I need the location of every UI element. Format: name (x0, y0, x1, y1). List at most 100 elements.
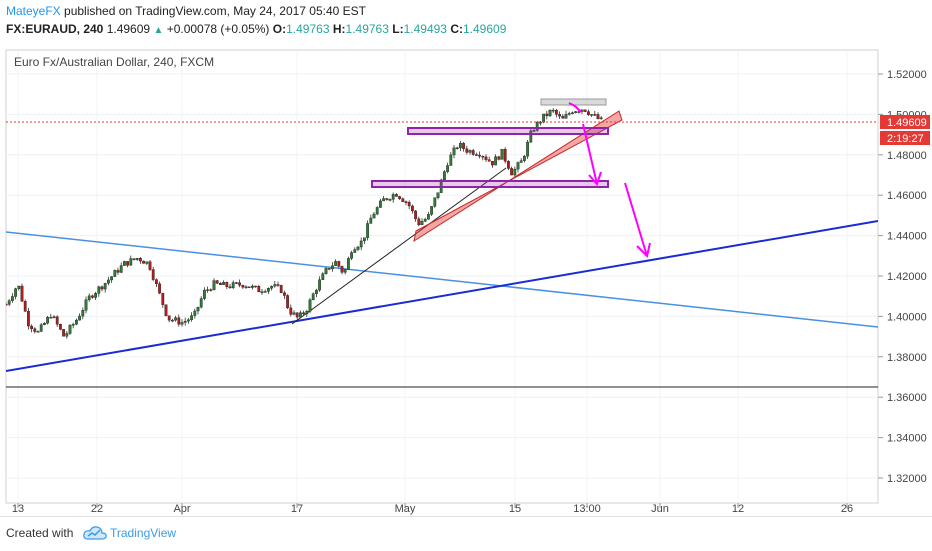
candle-down (241, 285, 245, 288)
chart-header: MateyeFX published on TradingView.com, M… (0, 0, 932, 44)
descending-trendline[interactable] (6, 231, 878, 328)
candle-down (455, 147, 459, 150)
candle-up (532, 130, 536, 132)
candle-down (177, 317, 181, 325)
time-axis[interactable]: 13 22 Apr 17 May 15 13:00 Jun 12 26 (12, 503, 853, 515)
candle-down (225, 282, 229, 287)
candle-up (548, 109, 552, 117)
x-tick-label: Jun (651, 503, 669, 515)
candle-up (174, 317, 177, 321)
candle-down (167, 315, 171, 321)
candle-down (417, 218, 421, 225)
top-zone[interactable] (540, 98, 607, 106)
candle-up (420, 221, 424, 225)
candle-up (106, 279, 110, 284)
candle-up (459, 143, 462, 149)
candle-down (209, 289, 213, 291)
arrow-shaft-2 (624, 182, 648, 257)
candle-up (222, 282, 225, 286)
candle-up (110, 276, 114, 281)
candle-up (564, 114, 568, 119)
close-value: 1.49609 (463, 22, 507, 36)
candle-up (500, 149, 504, 160)
candle-up (372, 213, 376, 219)
rising-wedge-channel[interactable] (413, 110, 623, 243)
candle-down (404, 201, 408, 203)
candle-down (257, 286, 261, 293)
candle-down (59, 324, 62, 330)
candle-up (331, 265, 334, 270)
candle-down (503, 149, 507, 162)
candle-down (286, 295, 289, 309)
candle-up (513, 168, 517, 176)
close-label: C: (450, 22, 463, 36)
candle-down (471, 150, 475, 155)
candle-up (433, 197, 437, 207)
ascending-support-line[interactable] (6, 220, 878, 372)
candle-down (234, 282, 238, 284)
candle-up (363, 237, 366, 242)
candle-down (583, 109, 587, 112)
candle-down (218, 283, 222, 286)
candle-up (97, 286, 101, 294)
y-tick-label: 1.34000 (887, 433, 927, 445)
candle-down (49, 317, 53, 319)
up-triangle-icon: ▲ (153, 25, 164, 36)
candle-up (263, 291, 267, 293)
candle-down (475, 154, 478, 156)
candle-up (180, 322, 184, 325)
candle-up (193, 310, 197, 316)
thin-trendline[interactable] (291, 167, 507, 325)
candle-down (484, 156, 488, 160)
candle-up (94, 293, 98, 298)
candle-up (270, 286, 273, 289)
low-value: 1.49493 (403, 22, 447, 36)
candle-up (366, 223, 369, 238)
candle-down (395, 194, 398, 197)
author-link[interactable]: MateyeFX (6, 4, 61, 18)
candle-down (398, 196, 401, 199)
chart-title: Euro Fx/Australian Dollar, 240, FXCM (14, 55, 214, 69)
candle-down (558, 114, 562, 117)
resistance-zone-upper[interactable] (407, 127, 609, 135)
candle-down (132, 258, 136, 260)
candle-up (334, 261, 337, 266)
candle-down (228, 286, 232, 288)
resistance-zone-lower[interactable] (371, 180, 609, 188)
grid (6, 50, 878, 503)
tradingview-link[interactable]: TradingView (110, 526, 177, 540)
candle-up (443, 171, 446, 181)
candle-down (138, 258, 142, 262)
candle-up (535, 121, 539, 131)
countdown-badge (880, 131, 930, 145)
candle-up (353, 249, 357, 253)
candle-up (350, 252, 353, 259)
tradingview-cloud-icon[interactable] (82, 523, 108, 543)
arrow-head-2-icon (636, 242, 651, 258)
price-chart[interactable]: Euro Fx/Australian Dollar, 240, FXCM 1.5… (0, 44, 932, 516)
candle-up (347, 258, 350, 270)
candle-up (567, 113, 571, 115)
candle-up (311, 293, 315, 301)
candle-down (247, 286, 251, 288)
candle-down (407, 202, 411, 207)
candle-up (599, 117, 603, 120)
candle-down (238, 282, 241, 286)
candle-down (507, 160, 510, 169)
candle-up (590, 114, 594, 116)
candle-up (267, 288, 270, 292)
price-axis[interactable]: 1.520001.500001.480001.460001.440001.420… (878, 69, 927, 485)
candle-up (39, 324, 43, 332)
candle-up (542, 113, 546, 123)
x-tick-label: Apr (173, 503, 190, 515)
candle-down (276, 284, 280, 286)
candle-up (119, 265, 123, 273)
candle-up (468, 150, 472, 153)
candle-up (494, 156, 497, 166)
candle-up (17, 285, 21, 289)
x-tick-label: 12 (732, 503, 744, 515)
candle-up (523, 156, 526, 161)
candle-down (215, 280, 219, 284)
candle-up (299, 312, 302, 318)
candle-up (379, 200, 382, 208)
